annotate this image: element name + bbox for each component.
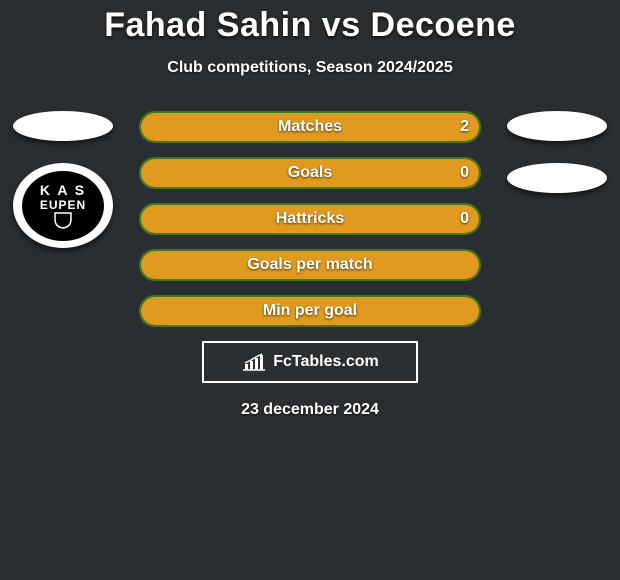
stat-label: Goals [139,157,481,189]
player-right-club-badge [507,163,607,193]
stat-row: Goals0 [139,157,481,189]
stat-row: Hattricks0 [139,203,481,235]
stat-value-right: 0 [460,203,469,235]
stat-value-right: 2 [460,111,469,143]
page-title: Fahad Sahin vs Decoene [0,6,620,45]
stat-row: Min per goal [139,295,481,327]
club-badge-line1: K A S [40,183,86,197]
stat-value-right: 0 [460,157,469,189]
player-right-photo [507,111,607,141]
club-badge-inner: K A S EUPEN [22,171,104,241]
comparison-card: Fahad Sahin vs Decoene Club competitions… [0,0,620,419]
stats-area: K A S EUPEN Matches2Goals0Hattricks0Goal… [0,111,620,419]
stat-rows: Matches2Goals0Hattricks0Goals per matchM… [139,111,481,327]
branding-text: FcTables.com [273,353,379,371]
stat-label: Goals per match [139,249,481,281]
chart-icon [241,352,267,372]
stat-label: Hattricks [139,203,481,235]
date-text: 23 december 2024 [0,401,620,419]
shield-icon [52,211,74,229]
subtitle: Club competitions, Season 2024/2025 [0,59,620,77]
club-badge-line2: EUPEN [40,199,86,211]
player-left-photo [13,111,113,141]
stat-label: Matches [139,111,481,143]
branding-box[interactable]: FcTables.com [202,341,418,383]
stat-label: Min per goal [139,295,481,327]
stat-row: Matches2 [139,111,481,143]
player-left-column: K A S EUPEN [8,111,118,248]
stat-row: Goals per match [139,249,481,281]
player-right-column [502,111,612,193]
player-left-club-badge: K A S EUPEN [13,163,113,248]
